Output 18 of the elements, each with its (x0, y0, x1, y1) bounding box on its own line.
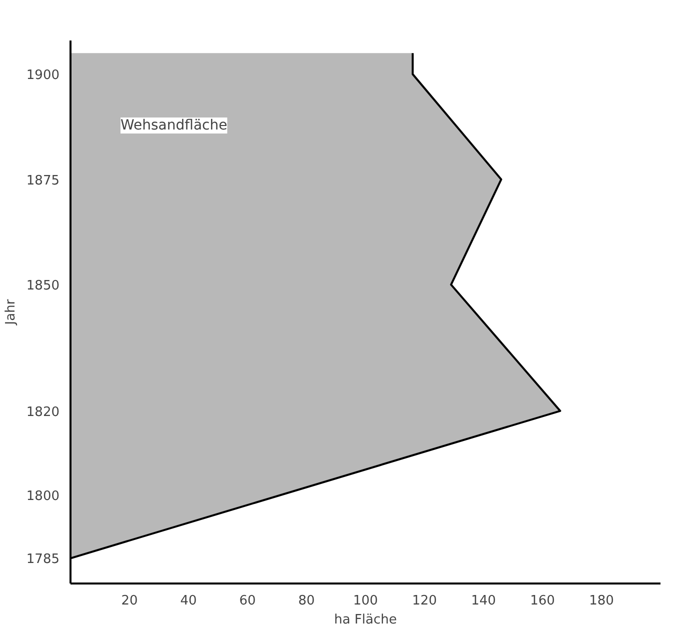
x-tick-label: 60 (239, 594, 256, 608)
x-tick-label: 120 (412, 594, 437, 608)
y-tick-label: 1875 (26, 173, 60, 188)
x-tick-label: 80 (298, 594, 315, 608)
y-tick-label: 1785 (26, 552, 60, 568)
x-axis-title: ha Fläche (334, 612, 397, 628)
y-tick-label: 1800 (26, 489, 60, 504)
x-tick-label: 20 (121, 594, 138, 608)
x-tick-label: 40 (180, 594, 197, 608)
y-tick-label: 1820 (26, 404, 60, 420)
x-tick-label: 140 (471, 594, 496, 608)
y-tick-label: 1850 (26, 278, 60, 294)
x-tick-label: 180 (589, 594, 614, 608)
x-tick-label: 100 (353, 594, 378, 608)
x-tick-label: 160 (530, 594, 555, 608)
y-tick-label: 1900 (26, 68, 60, 84)
annotation: Wehsandfläche (120, 118, 228, 134)
y-axis-title: Jahr (3, 298, 18, 326)
